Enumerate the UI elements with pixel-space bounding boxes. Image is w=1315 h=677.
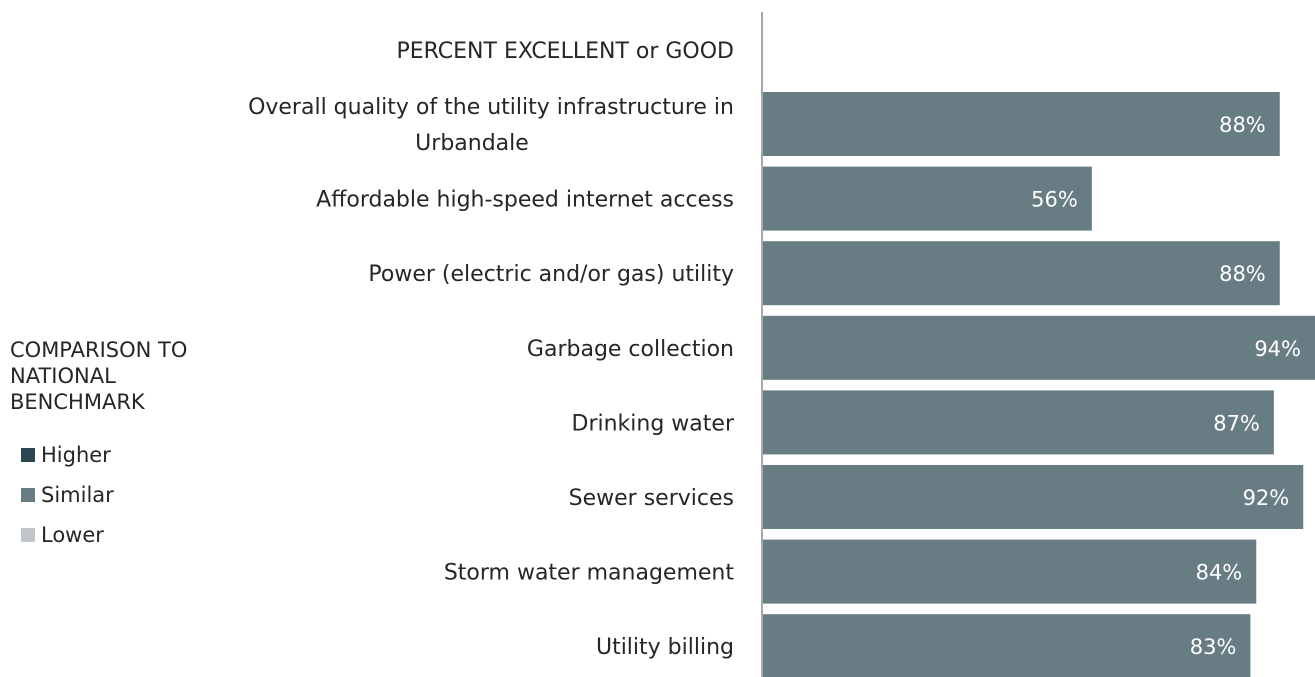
bar-value-label-8: 83% — [1190, 635, 1237, 659]
legend-swatch-lower — [21, 528, 35, 542]
category-label-1: Overall quality of the utility infrastru… — [248, 95, 734, 156]
bar-value-label-7: 84% — [1196, 561, 1243, 585]
chart-header: PERCENT EXCELLENT or GOOD — [396, 39, 734, 64]
legend-label-lower: Lower — [41, 523, 104, 547]
legend-item-similar: Similar — [21, 475, 250, 515]
bar-5 — [763, 390, 1274, 455]
category-label-2: Affordable high-speed internet access — [316, 188, 734, 213]
bar-8 — [763, 614, 1251, 677]
category-label-3: Power (electric and/or gas) utility — [368, 262, 734, 287]
category-label-7: Storm water management — [444, 561, 735, 586]
legend-item-higher: Higher — [21, 435, 250, 475]
bar-2 — [763, 166, 1092, 231]
bars-group: 88% Overall quality of the utility infras… — [248, 92, 1315, 677]
bar-value-label-6: 92% — [1243, 486, 1290, 510]
legend-item-lower: Lower — [21, 515, 250, 555]
bar-7 — [763, 539, 1257, 604]
category-label-8: Utility billing — [596, 635, 734, 660]
legend-label-similar: Similar — [41, 483, 114, 507]
bar-3 — [763, 241, 1280, 306]
legend-items: Higher Similar Lower — [10, 435, 250, 555]
benchmark-legend: COMPARISON TO NATIONAL BENCHMARK Higher … — [10, 337, 250, 555]
bar-value-label-3: 88% — [1219, 262, 1266, 286]
bar-value-label-1: 88% — [1219, 113, 1266, 137]
category-label-5: Drinking water — [572, 411, 735, 436]
legend-title: COMPARISON TO NATIONAL BENCHMARK — [10, 338, 188, 414]
bar-value-label-2: 56% — [1031, 188, 1078, 212]
category-label-4: Garbage collection — [527, 337, 734, 362]
legend-swatch-similar — [21, 488, 35, 502]
bar-1 — [763, 92, 1280, 156]
bar-value-label-4: 94% — [1254, 337, 1301, 361]
category-label-6: Sewer services — [569, 486, 734, 511]
bar-6 — [763, 465, 1304, 529]
legend-label-higher: Higher — [41, 443, 111, 467]
bar-value-label-5: 87% — [1213, 411, 1260, 435]
bar-4 — [763, 315, 1315, 380]
legend-swatch-higher — [21, 448, 35, 462]
